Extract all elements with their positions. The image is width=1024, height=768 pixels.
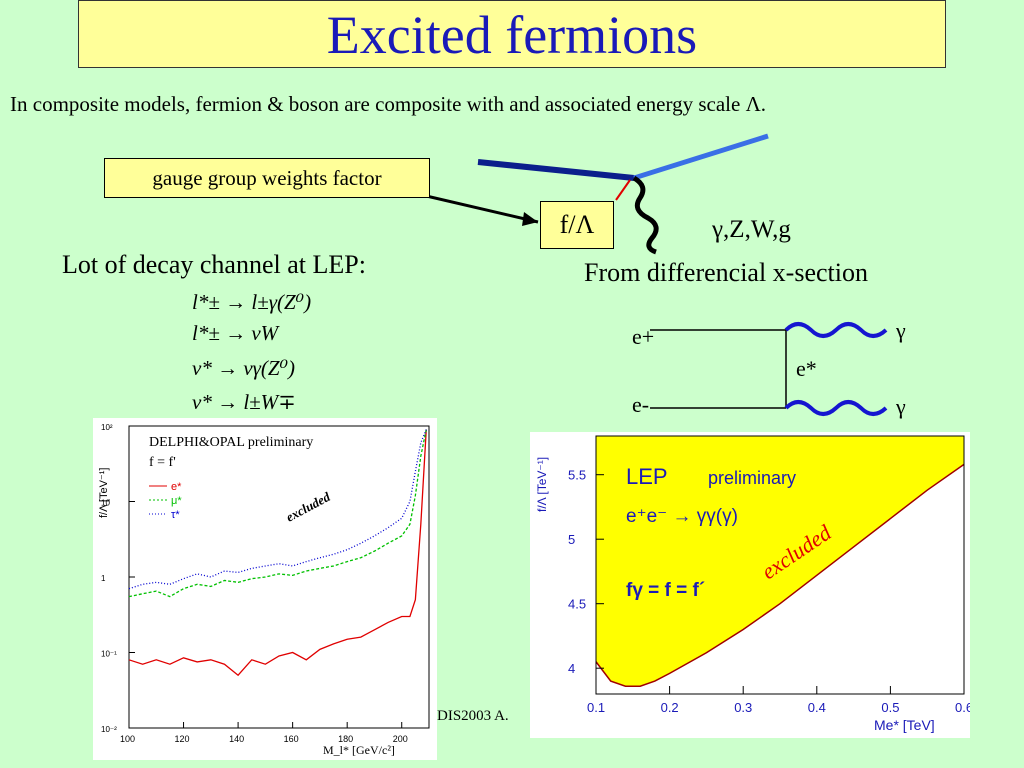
incoming-fermion-line — [477, 159, 635, 181]
xsection-heading: From differencial x-section — [584, 258, 868, 287]
chart1-xtick-label: 160 — [284, 734, 299, 744]
chart1-ytick-label: 10⁻¹ — [101, 650, 117, 659]
chart1-xlabel: M_l* [GeV/c²] — [323, 743, 395, 757]
photon-label-top: γ — [896, 318, 906, 343]
chart2-xtick-label: 0.2 — [661, 700, 679, 715]
chart1-ytick-label: 10 — [101, 499, 110, 508]
legend-label-mu: μ* — [171, 495, 182, 507]
chart2-xtick-label: 0.6 — [955, 700, 970, 715]
decay-line-2: l*± → νW — [192, 321, 279, 345]
chart1-xtick-label: 200 — [393, 734, 408, 744]
chart2-title: LEP — [626, 464, 668, 489]
legend-label-e: e* — [171, 481, 182, 493]
electron-label: e- — [632, 392, 650, 417]
footer-fragment: DIS2003 A. — [437, 708, 509, 724]
chart1-xtick-label: 120 — [175, 734, 190, 744]
chart2-ytick-label: 4 — [568, 661, 575, 676]
chart1-ytick-label: 1 — [101, 574, 106, 583]
positron-label: e+ — [632, 324, 655, 349]
title-banner: Excited fermions — [78, 0, 946, 68]
chart1-xtick-label: 180 — [338, 734, 353, 744]
chart2-ytick-label: 5 — [568, 532, 575, 547]
chart1-series-1 — [128, 429, 427, 598]
chart1-xtick-label: 100 — [120, 734, 135, 744]
coupling-arrow — [615, 179, 631, 201]
gauge-arrow-head — [522, 212, 538, 226]
chart2-excluded-area — [596, 436, 964, 687]
photon-top — [784, 322, 888, 338]
legend-label-tau: τ* — [171, 509, 180, 521]
delphi-opal-chart: 100 120 140 160 180 200 10⁻² 10⁻¹ 1 10 10² DELPHI&… — [93, 418, 437, 760]
chart1-series-0 — [128, 429, 427, 677]
photon-bottom — [784, 400, 888, 416]
bosons-label: γ,Z,W,g — [712, 216, 791, 243]
chart2-xtick-label: 0.4 — [808, 700, 826, 715]
chart2-xtick-label: 0.1 — [587, 700, 605, 715]
chart2-ylabel: f/Λ [TeV⁻¹] — [535, 457, 549, 512]
chart2-ytick-label: 5.5 — [568, 468, 586, 483]
chart2-condition: fγ = f = f´ — [626, 580, 705, 601]
decay-line-4: ν* → l±W∓ — [192, 390, 296, 414]
chart2-limit-line — [595, 463, 965, 688]
chart1-subtitle: f = f' — [149, 455, 176, 470]
page-title: Excited fermions — [326, 5, 698, 65]
chart2-xlabel: Me* [TeV] — [874, 717, 935, 733]
decay-line-3: ν* → νγ(Z⁰) — [192, 356, 296, 380]
chart1-ytick-label: 10⁻² — [101, 725, 117, 734]
coupling-label-box: f/Λ — [540, 201, 614, 249]
chart1-title: DELPHI&OPAL preliminary — [149, 435, 313, 450]
chart2-subtitle: preliminary — [708, 468, 796, 488]
decay-line-1: l*± → l±γ(Z⁰) — [192, 290, 312, 314]
excited-electron-label: e* — [796, 356, 817, 381]
chart1-ylabel: f/Λ [TeV⁻¹] — [98, 468, 110, 518]
gauge-label-box: gauge group weights factor — [104, 158, 430, 198]
chart1-xtick-label: 140 — [229, 734, 244, 744]
intro-text: In composite models, fermion & boson are… — [10, 92, 767, 116]
chart2-process: e⁺e⁻ → γγ(γ) — [626, 506, 738, 527]
chart1-legend-bg — [143, 428, 393, 522]
outgoing-fermion-line — [633, 133, 769, 181]
chart2-ytick-label: 4.5 — [568, 597, 586, 612]
chart1-ytick-label: 10² — [101, 423, 113, 432]
chart2-xtick-label: 0.3 — [734, 700, 752, 715]
photon-label-bottom: γ — [896, 394, 906, 419]
lep-chart: 0.1 0.2 0.3 0.4 0.5 0.6 4 4.5 5 5.5 LEP prelimina… — [530, 432, 970, 738]
boson-wavy-line — [632, 175, 659, 255]
chart2-xtick-label: 0.5 — [881, 700, 899, 715]
decay-heading: Lot of decay channel at LEP: — [62, 250, 366, 279]
chart2-frame — [595, 435, 965, 695]
